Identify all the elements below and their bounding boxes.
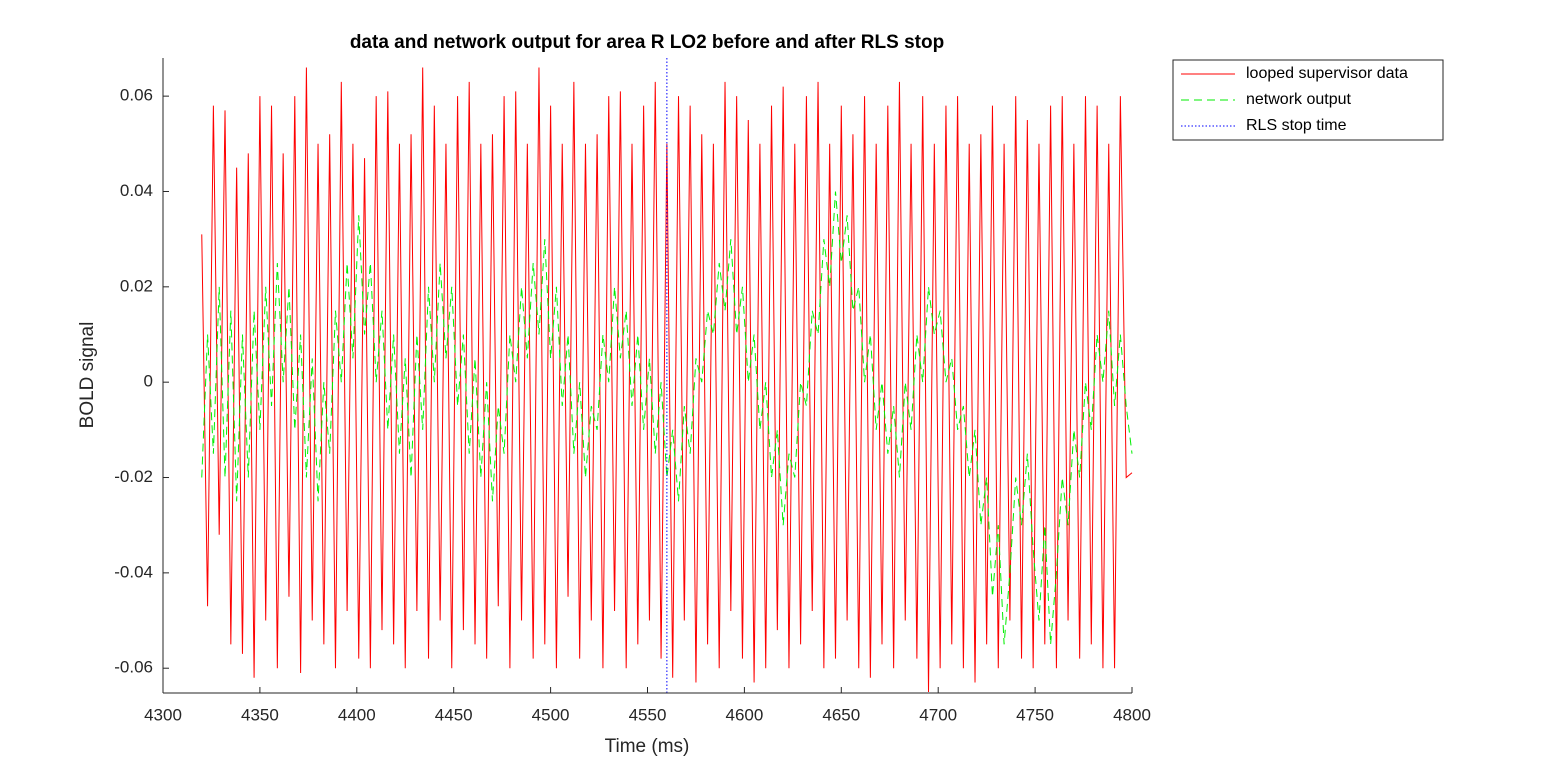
x-tick-label: 4700 <box>919 705 957 724</box>
y-tick-label: 0.02 <box>120 276 153 295</box>
legend-box <box>1172 59 1444 141</box>
x-tick-label: 4650 <box>822 705 860 724</box>
x-tick-label: 4400 <box>338 705 376 724</box>
legend-label: network output <box>1246 91 1352 108</box>
x-tick-label: 4600 <box>725 705 763 724</box>
x-tick-label: 4500 <box>532 705 570 724</box>
x-axis-label: Time (ms) <box>605 736 690 757</box>
series-line <box>201 67 1133 693</box>
legend-label: RLS stop time <box>1246 117 1347 134</box>
y-tick-label: -0.04 <box>114 562 153 581</box>
y-tick-label: 0 <box>144 372 153 391</box>
x-tick-label: 4350 <box>241 705 279 724</box>
y-tick-label: -0.06 <box>114 658 153 677</box>
x-tick-label: 4800 <box>1113 705 1151 724</box>
y-tick-label: 0.06 <box>120 86 153 105</box>
series-line <box>201 191 1133 645</box>
y-tick-label: 0.04 <box>120 181 153 200</box>
x-tick-label: 4550 <box>629 705 667 724</box>
legend-label: looped supervisor data <box>1246 65 1408 82</box>
chart-title: data and network output for area R LO2 b… <box>350 32 944 53</box>
x-tick-label: 4450 <box>435 705 473 724</box>
y-tick-label: -0.02 <box>114 467 153 486</box>
y-axis-label: BOLD signal <box>77 322 98 429</box>
x-tick-label: 4750 <box>1016 705 1054 724</box>
x-tick-label: 4300 <box>144 705 182 724</box>
